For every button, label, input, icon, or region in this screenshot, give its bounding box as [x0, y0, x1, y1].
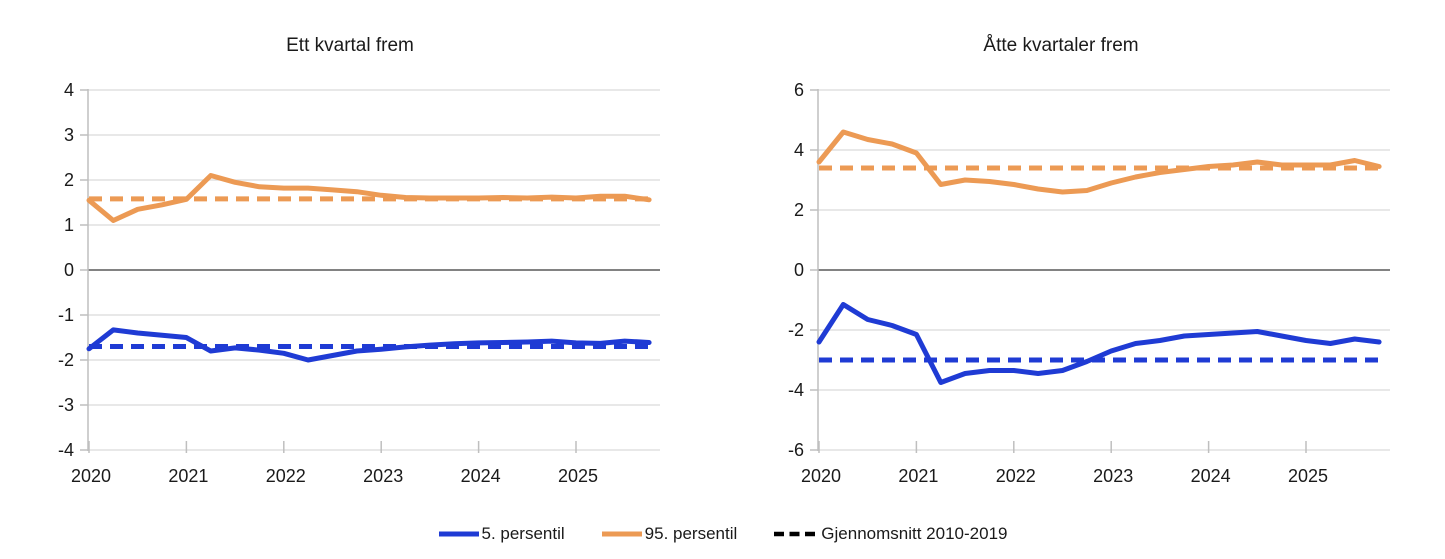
y-tick-label: 4 [794, 140, 804, 160]
y-tick-label: 2 [794, 200, 804, 220]
x-tick-label: 2020 [71, 466, 111, 486]
x-tick-label: 2022 [266, 466, 306, 486]
y-tick-label: -4 [788, 380, 804, 400]
series-line-95-persentil [86, 173, 652, 223]
legend: 5. persentil 95. persentil Gjennomsnitt … [0, 521, 1445, 547]
y-tick-label: -2 [58, 350, 74, 370]
y-tick-label: 0 [64, 260, 74, 280]
x-tick-label: 2024 [1191, 466, 1231, 486]
y-tick-label: 1 [64, 215, 74, 235]
x-tick-label: 2021 [168, 466, 208, 486]
chart-plot-ett-kvartal: 4 3 2 1 0 -1 -2 -3 -4 2020 2021 2022 2023 2024 2025 [58, 80, 660, 486]
series-line-5-persentil [816, 302, 1382, 385]
x-tick-label: 2022 [996, 466, 1036, 486]
legend-item-gjennomsnitt: Gjennomsnitt 2010-2019 [773, 524, 1007, 544]
x-tick-label: 2024 [461, 466, 501, 486]
chart-title-ett-kvartal: Ett kvartal frem [286, 35, 414, 56]
legend-label-5-persentil: 5. persentil [481, 524, 565, 543]
x-tick-label: 2023 [363, 466, 403, 486]
y-tick-label: -6 [788, 440, 804, 460]
series-line-5-persentil [86, 327, 652, 363]
series-line-95-persentil [816, 129, 1382, 195]
legend-line-sample-blue [438, 531, 479, 537]
y-tick-label: 6 [794, 80, 804, 100]
y-tick-label: -3 [58, 395, 74, 415]
x-tick-label: 2025 [558, 466, 598, 486]
y-tick-label: 3 [64, 125, 74, 145]
x-tick-label: 2025 [1288, 466, 1328, 486]
x-tick-label: 2021 [898, 466, 938, 486]
chart-title-atte-kvartaler: Åtte kvartaler frem [983, 35, 1139, 56]
y-tick-label: -1 [58, 305, 74, 325]
legend-line-sample-dashed [774, 531, 819, 537]
y-tick-label: -4 [58, 440, 74, 460]
legend-label-95-persentil: 95. persentil [644, 524, 738, 543]
legend-line-sample-orange [601, 531, 642, 537]
y-tick-label: 0 [794, 260, 804, 280]
y-tick-label: 4 [64, 80, 74, 100]
legend-item-95-persentil: 95. persentil [601, 524, 738, 544]
chart-plot-atte-kvartaler: 6 4 2 0 -2 -4 -6 2020 2021 2022 2023 2024 2025 [788, 80, 1390, 486]
x-tick-label: 2020 [801, 466, 841, 486]
legend-item-5-persentil: 5. persentil [438, 524, 565, 544]
y-tick-label: -2 [788, 320, 804, 340]
y-tick-label: 2 [64, 170, 74, 190]
legend-label-gjennomsnitt: Gjennomsnitt 2010-2019 [821, 524, 1008, 543]
x-tick-label: 2023 [1093, 466, 1133, 486]
